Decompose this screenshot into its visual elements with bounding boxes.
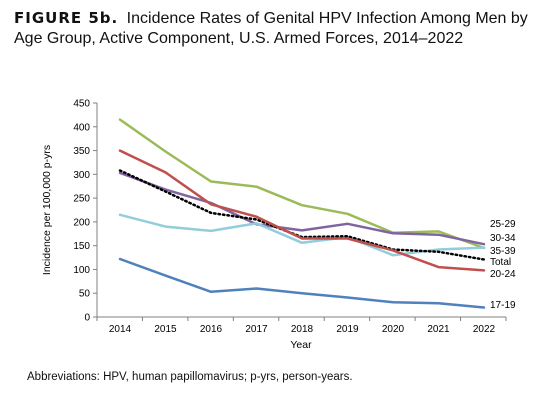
y-tick-label: 300 [73, 170, 90, 181]
y-tick-label: 450 [73, 99, 90, 110]
series-line-20-24 [118, 149, 486, 272]
x-tick-label: 2020 [382, 324, 405, 335]
figure-title-text: Incidence Rates of Genital HPV Infection… [14, 10, 528, 47]
y-tick-label: 250 [73, 194, 90, 205]
x-tick-label: 2018 [291, 324, 314, 335]
y-tick-label: 400 [73, 122, 90, 133]
end-label-17-19: 17-19 [490, 300, 516, 311]
y-tick-label: 200 [73, 217, 90, 228]
end-label-30-34: 30-34 [490, 233, 516, 244]
end-label-35-39: 35-39 [490, 246, 516, 257]
x-tick-label: 2019 [336, 324, 359, 335]
plot-frame [96, 103, 506, 318]
end-label-total: Total [490, 257, 511, 268]
y-axis-ticks: 0 50 100 150 200 250 300 350 400 450 [73, 99, 97, 324]
x-tick-label: 2021 [427, 324, 450, 335]
x-tick-label: 2022 [473, 324, 496, 335]
series-line-17-19 [118, 257, 486, 309]
x-tick-label: 2014 [109, 324, 132, 335]
series-line-30-34 [118, 171, 486, 246]
y-tick-label: 100 [73, 265, 90, 276]
end-label-20-24: 20-24 [490, 269, 516, 280]
y-tick-label: 350 [73, 146, 90, 157]
y-axis-label: Incidence per 100,000 p-yrs [41, 145, 53, 275]
x-tick-label: 2016 [200, 324, 223, 335]
y-tick-label: 50 [79, 289, 91, 300]
x-tick-label: 2015 [154, 324, 177, 335]
y-tick-label: 0 [84, 313, 90, 324]
end-label-25-29: 25-29 [490, 219, 516, 230]
footnote: Abbreviations: HPV, human papillomavirus… [27, 371, 353, 383]
series-line-25-29 [118, 118, 486, 250]
x-axis-ticks: 2014 2015 2016 2017 2018 2019 2020 2021 2022 [96, 317, 507, 335]
x-tick-label: 2017 [245, 324, 268, 335]
figure-title: FIGURE 5b. Incidence Rates of Genital HP… [14, 8, 539, 49]
x-axis-label: Year [290, 339, 312, 351]
series-line-total [118, 169, 486, 261]
figure-label: FIGURE 5b. [14, 9, 119, 27]
series-lines [118, 118, 486, 309]
y-tick-label: 150 [73, 241, 90, 252]
